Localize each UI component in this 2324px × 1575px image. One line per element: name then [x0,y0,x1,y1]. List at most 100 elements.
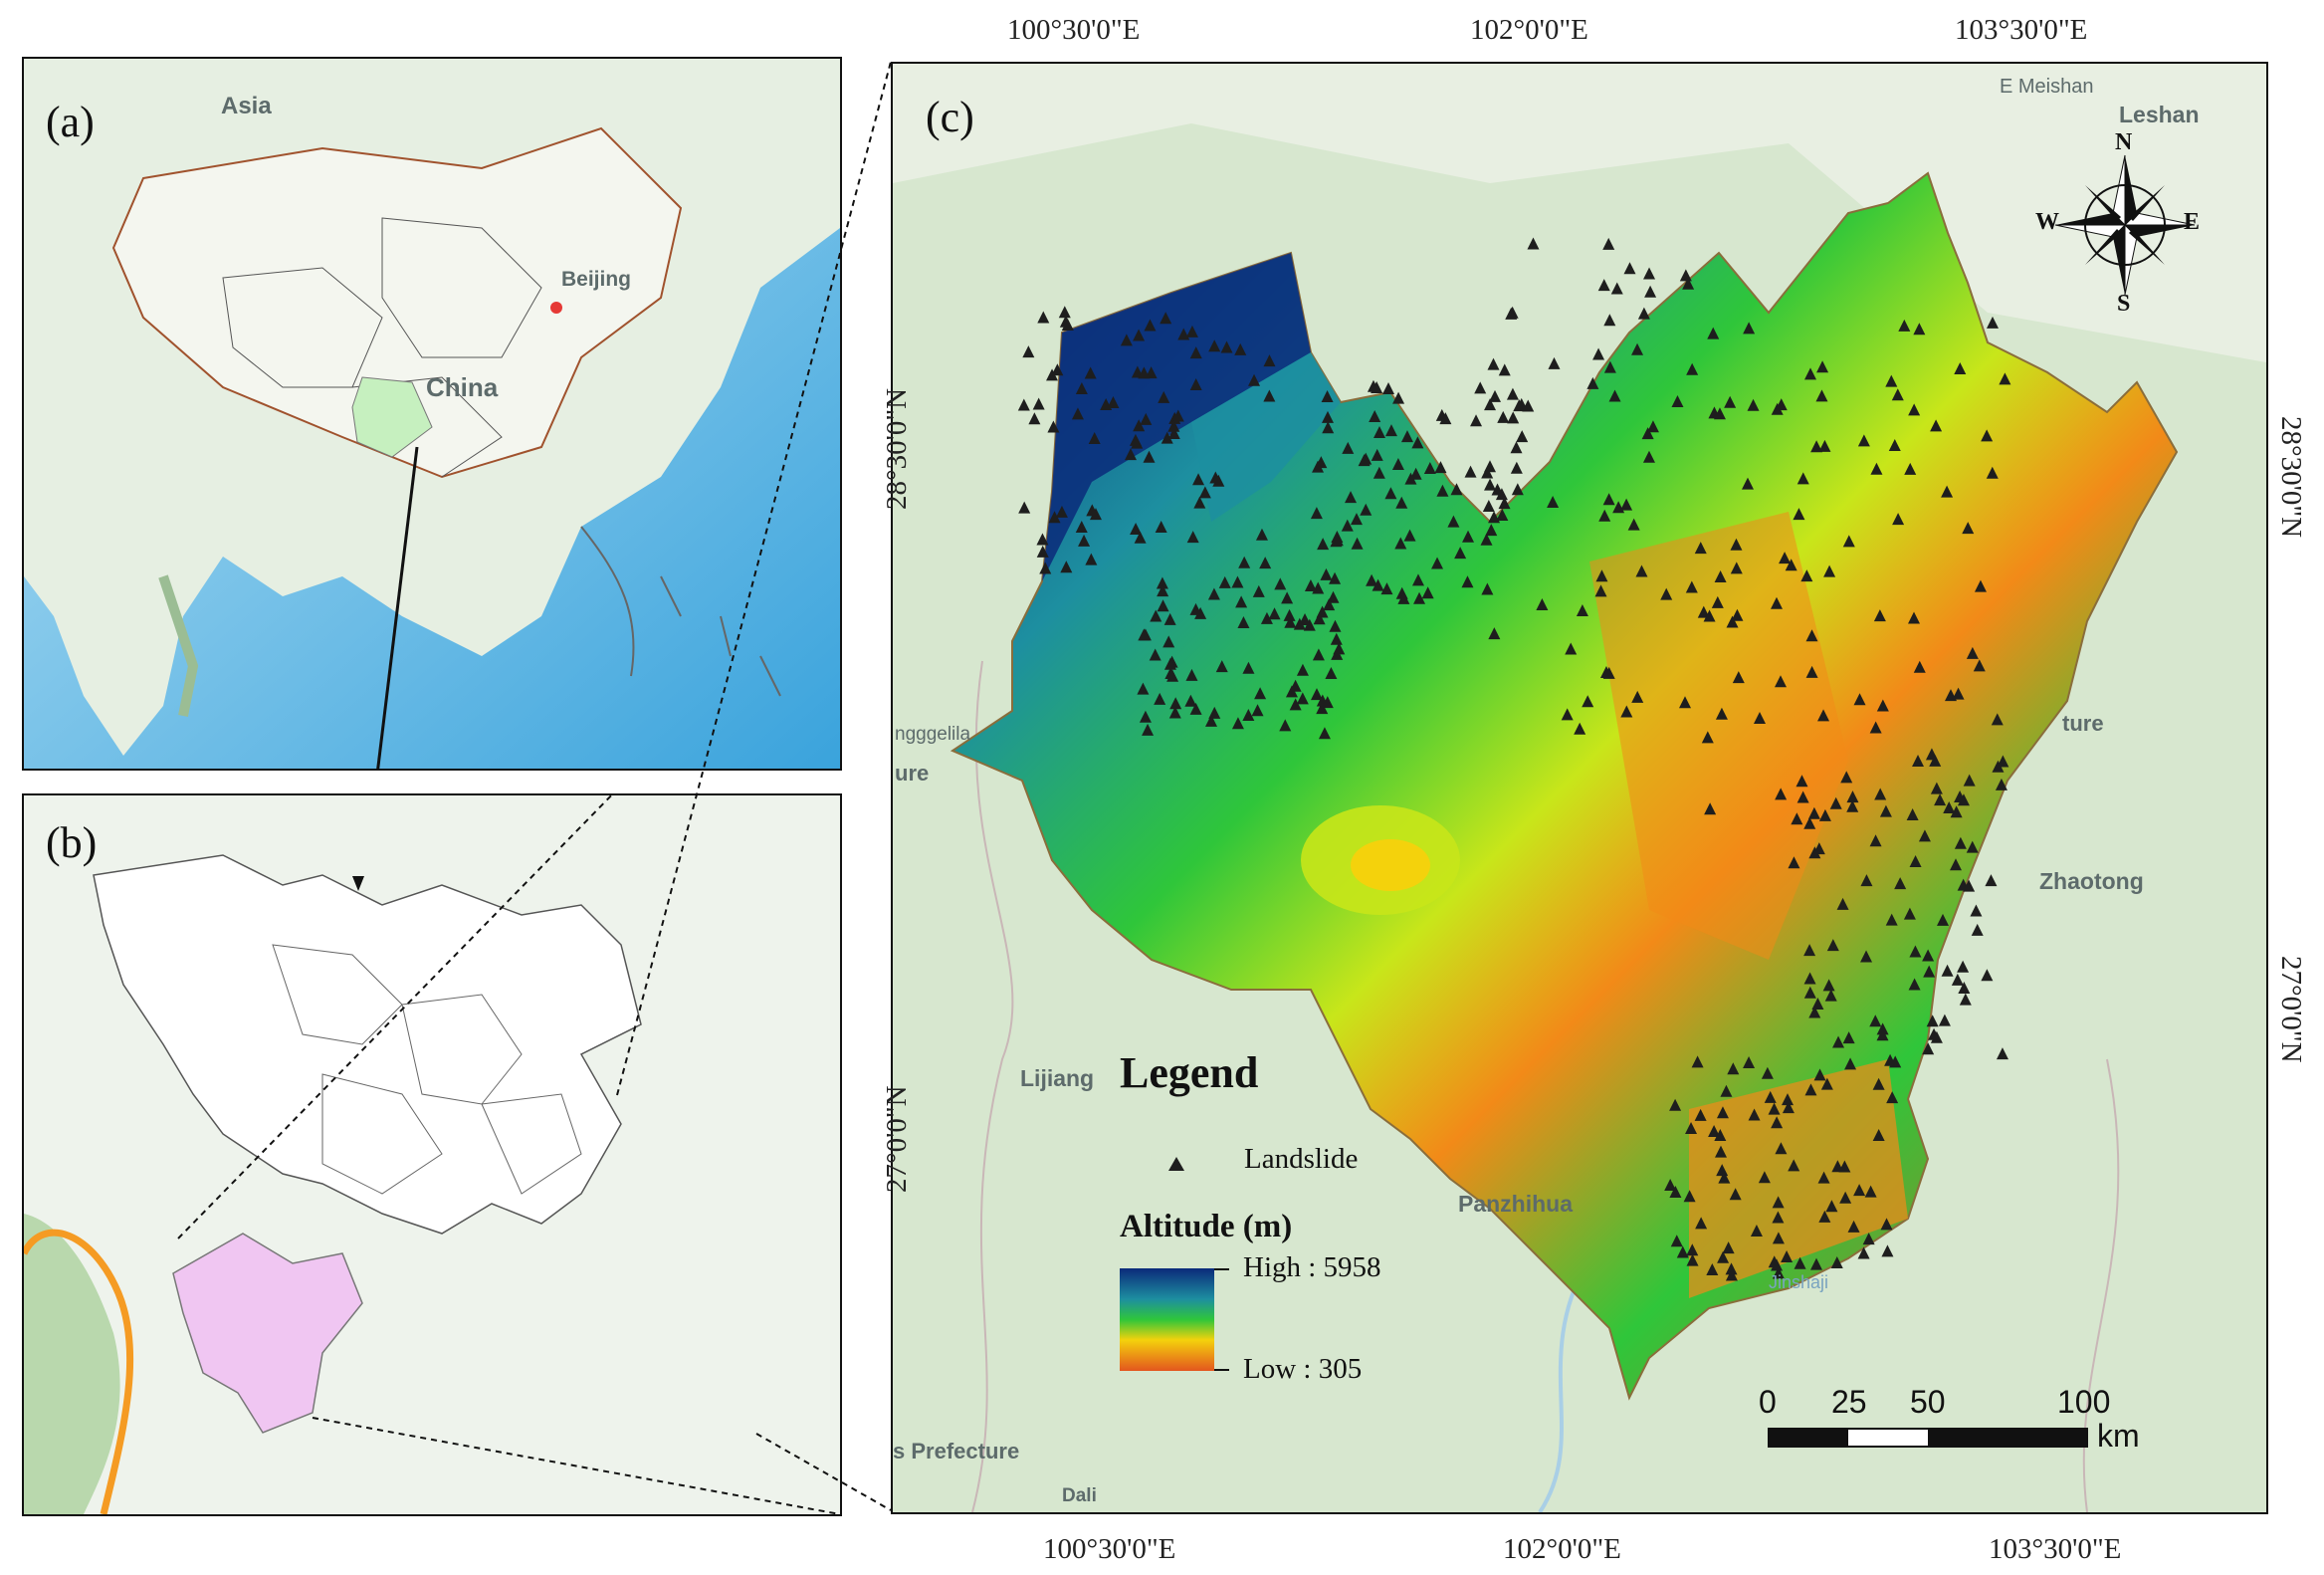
landslide-marker [1909,945,1922,958]
compass-n: N [2115,129,2133,155]
landslide-marker [1869,834,1882,847]
landslide-marker [1071,407,1084,420]
landslide-marker [1208,339,1221,352]
landslide-marker [1481,582,1494,595]
landslide-marker [1800,569,1813,582]
landslide-marker [1904,462,1917,475]
landslide-marker [1320,567,1333,580]
landslide-marker [1598,509,1611,522]
landslide-marker [1184,694,1197,707]
landslide-marker [1248,373,1261,386]
beijing-star-icon [550,302,562,314]
landslide-marker [1869,721,1882,734]
landslide-marker [1603,360,1616,373]
landslide-marker [1727,1062,1740,1075]
landslide-marker [1612,501,1625,514]
landslide-marker [1725,1262,1738,1275]
landslide-marker [1669,1098,1682,1111]
landslide-marker [1360,452,1373,465]
landslide-marker [1400,430,1413,443]
landslide-marker [1283,608,1296,621]
panel-a-label: (a) [46,98,95,146]
panel-b-province-map: (b) [22,793,842,1516]
landslide-marker [1847,1220,1860,1233]
landslide-marker [1714,569,1727,582]
landslide-marker [1260,611,1273,624]
landslide-marker [1215,660,1228,673]
compass-s: S [2117,291,2131,317]
landslide-marker [1930,1030,1943,1043]
landslide-marker [1934,793,1947,806]
landslide-marker [1169,697,1182,710]
landslide-marker [1952,687,1965,700]
landslide-marker [1220,340,1233,353]
landslide-marker [1487,357,1500,370]
legend-landslide-icon [1168,1157,1184,1171]
landslide-marker [1382,382,1395,395]
landslide-marker [1775,1142,1788,1155]
landslide-marker [1986,316,1999,329]
landslide-marker [1594,584,1607,597]
landslide-marker [1730,562,1743,574]
landslide-marker [1058,306,1071,319]
landslide-marker [1842,1031,1855,1044]
landslide-marker [1943,801,1956,814]
landslide-marker [1371,448,1383,461]
legend-low-label: Low : 305 [1243,1353,1363,1385]
landslide-marker [1171,409,1184,422]
highlight-study-area-b [172,1233,363,1434]
landslide-marker [1830,1255,1843,1268]
highlight-sichuan-a [351,376,433,458]
landslide-marker [1815,389,1828,402]
north-arrow-compass-icon [2054,154,2196,296]
landslide-marker [1189,346,1202,359]
landslide-marker [1296,692,1309,705]
landslide-marker [1329,571,1342,584]
landslide-marker [1510,441,1523,454]
landslide-marker [1209,471,1222,484]
landslide-marker [1966,840,1979,853]
landslide-marker [1906,807,1919,820]
landslide-marker [1722,1241,1735,1254]
landslide-marker [1603,314,1616,327]
landslide-marker [1714,1145,1727,1158]
landslide-marker [1620,498,1633,511]
scale-unit: km [2097,1418,2140,1454]
landslide-marker [1238,556,1251,568]
panel-c-label: (c) [926,93,974,141]
landslide-marker [1496,509,1509,522]
landslide-marker [1817,709,1830,722]
landslide-marker [1820,1077,1833,1090]
landslide-marker [1434,461,1447,474]
landslide-marker [1507,411,1520,424]
landslide-marker [1686,1243,1699,1256]
landslide-marker [1772,1266,1785,1279]
landslide-marker [1826,939,1839,952]
landslide-marker [1907,611,1920,624]
landslide-marker [1706,1262,1719,1275]
landslide-marker [1140,412,1153,425]
landslide-marker [1803,367,1816,380]
landslide-marker [1133,419,1146,432]
landslide-marker [1322,421,1335,434]
panel-c-study-area-map: (c) E Meishan Leshan Zhaotong Lijiang Pa… [891,62,2268,1514]
label-prefecture-left: ure [895,761,930,786]
landslide-marker [1409,467,1422,480]
landslide-marker [1293,617,1306,630]
landslide-marker [1047,420,1060,433]
panel-b-basemap [24,795,840,1514]
landslide-marker [1898,319,1911,332]
landslide-marker [1869,1014,1882,1027]
landslide-marker [1936,913,1949,926]
landslide-marker [1717,1250,1730,1263]
landslide-marker [1274,577,1287,590]
landslide-marker [1032,397,1045,410]
compass-e: E [2184,209,2201,235]
landslide-marker [1716,1106,1729,1119]
landslide-marker [1284,615,1297,628]
landslide-marker [1903,907,1916,920]
landslide-marker [1872,1128,1885,1141]
landslide-marker [1351,537,1364,550]
landslide-marker [1474,381,1487,394]
landslide-marker [1872,1077,1885,1090]
